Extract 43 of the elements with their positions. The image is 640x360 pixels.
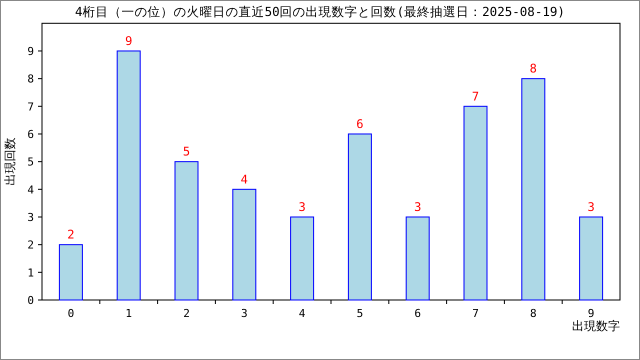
x-tick-label: 6	[414, 307, 422, 320]
data-label: 4	[240, 172, 248, 186]
x-tick-label: 9	[588, 307, 594, 320]
y-tick-label: 8	[27, 72, 34, 86]
bar	[116, 50, 141, 300]
data-label: 6	[356, 116, 364, 131]
data-label: 9	[125, 34, 132, 48]
bar	[406, 216, 430, 300]
y-tick-label: 0	[27, 294, 34, 307]
x-tick-label: 1	[125, 307, 132, 320]
data-label: 7	[472, 89, 480, 104]
x-tick-label: 7	[472, 307, 479, 320]
x-tick-label: 0	[68, 307, 74, 320]
bar	[348, 133, 372, 300]
data-label: 3	[414, 200, 422, 214]
y-tick-label: 3	[27, 210, 34, 224]
y-tick-label: 2	[27, 238, 34, 252]
y-axis-title: 出現回数	[3, 138, 17, 186]
chart-title: 4桁目（一の位）の火曜日の直近50回の出現数字と回数(最終抽選日：2025-08-19)	[75, 4, 565, 19]
x-tick-label: 4	[298, 307, 306, 320]
y-tick-label: 6	[27, 128, 34, 141]
y-tick-label: 1	[27, 266, 34, 280]
data-label: 3	[587, 200, 595, 214]
bar	[290, 216, 314, 300]
data-label: 8	[530, 62, 537, 76]
bar	[232, 188, 256, 300]
y-tick-label: 7	[27, 100, 34, 114]
bar	[464, 106, 488, 300]
y-tick-label: 9	[27, 44, 34, 58]
y-tick-label: 4	[27, 183, 34, 196]
x-tick-label: 3	[240, 307, 248, 320]
x-tick-label: 2	[183, 307, 190, 320]
bar	[579, 216, 604, 300]
bar	[174, 161, 198, 300]
x-axis-title: 出現数字	[572, 319, 620, 333]
bar	[58, 244, 83, 300]
data-label: 3	[298, 200, 306, 214]
x-tick-label: 5	[356, 307, 364, 320]
data-label: 2	[67, 228, 75, 242]
x-tick-label: 8	[530, 307, 537, 320]
bar	[521, 78, 546, 300]
y-tick-label: 5	[27, 156, 34, 169]
data-label: 5	[182, 144, 190, 159]
